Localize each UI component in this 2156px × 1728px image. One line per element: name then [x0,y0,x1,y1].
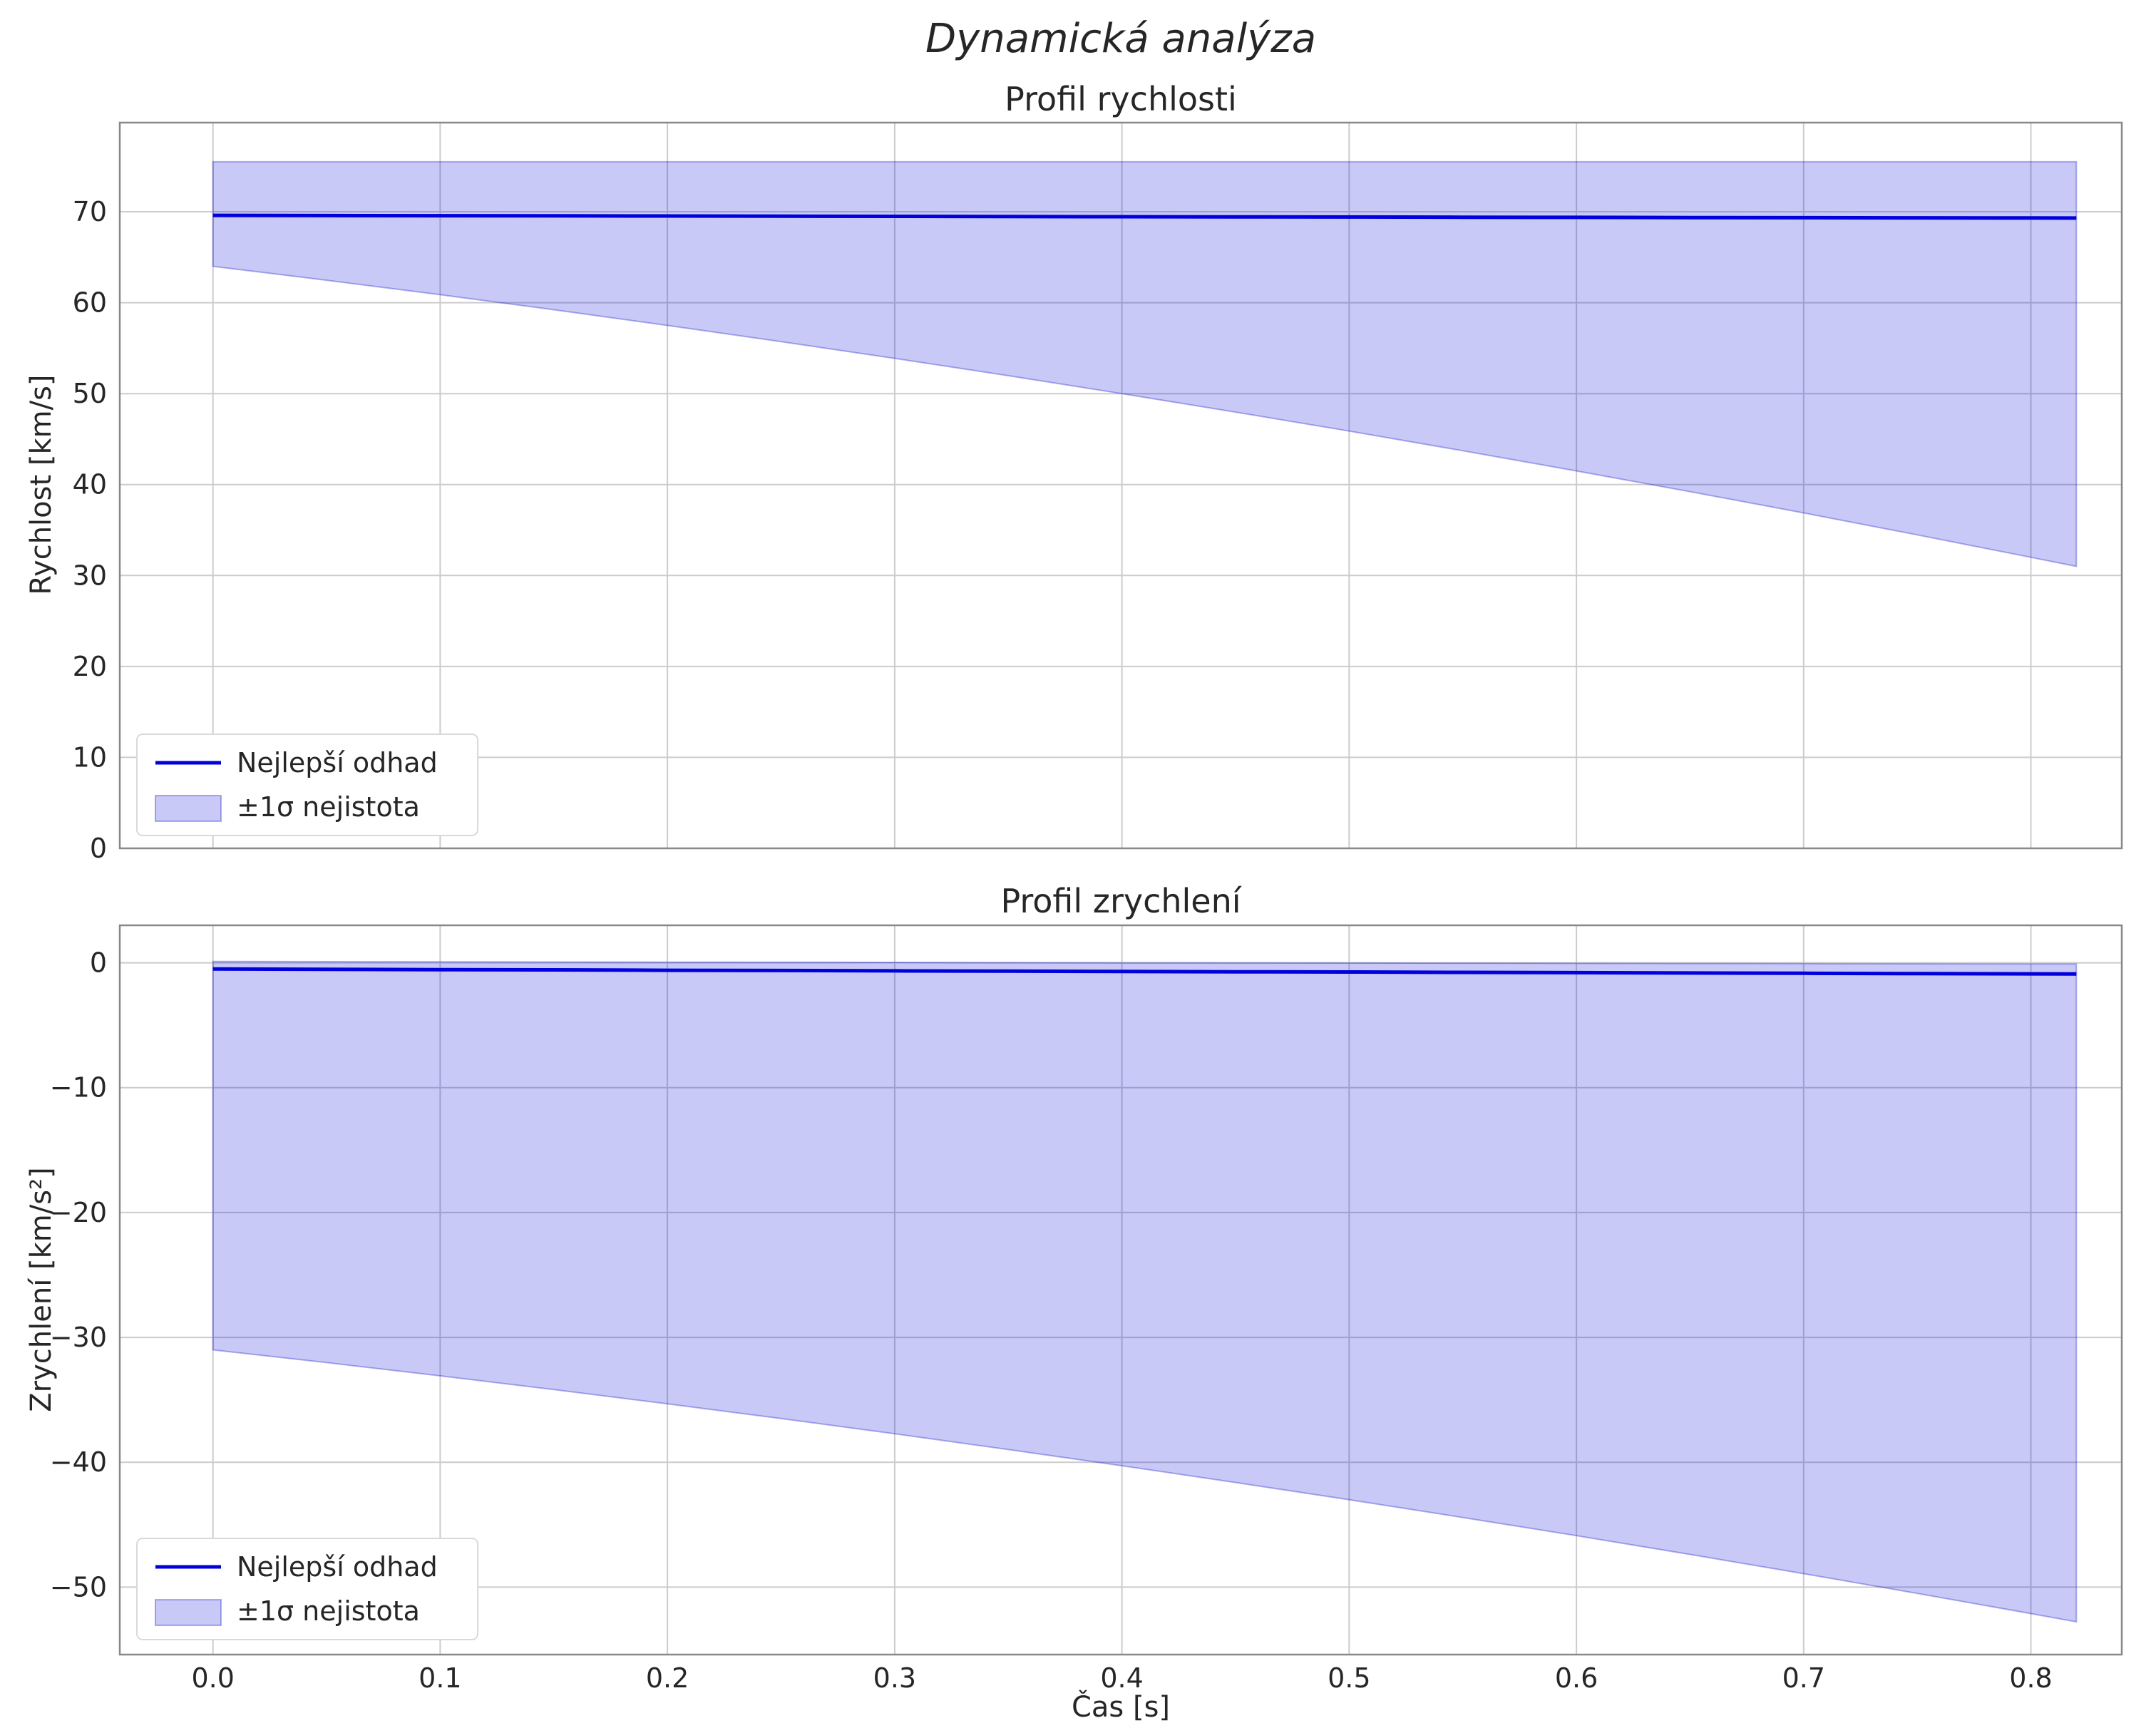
y-tick-label: 0 [90,833,107,864]
x-tick-label: 0.2 [646,1662,689,1694]
x-tick-label: 0.4 [1100,1662,1143,1694]
best-estimate-line [212,213,2077,220]
legend: Nejlepší odhad ±1σ nejistota [136,1538,478,1640]
subplot1-title: Profil rychlosti [1005,80,1237,118]
y-tick-label: 40 [73,469,107,500]
legend-label-uncertainty: ±1σ nejistota [237,791,420,823]
legend-label-uncertainty: ±1σ nejistota [237,1595,420,1627]
legend-label-best-estimate: Nejlepší odhad [237,1551,438,1583]
x-axis-label: Čas [s] [1071,1691,1171,1724]
legend-label-best-estimate: Nejlepší odhad [237,747,438,778]
y-tick-label: −30 [50,1322,107,1353]
x-tick-label: 0.0 [191,1662,234,1694]
y-tick-label: 70 [73,196,107,227]
y-tick-label: −20 [50,1197,107,1228]
figure-title: Dynamická analýza [925,16,1317,62]
x-tick-label: 0.3 [873,1662,916,1694]
x-tick-label: 0.7 [1782,1662,1825,1694]
x-tick-label: 0.6 [1555,1662,1598,1694]
subplot-2: 0 −10 −20 −30 −40 −50 0.0 0.1 0.2 0.3 0.4 0.5 0.6 0.7… [50,924,2123,1694]
y-tick-label: 60 [73,287,107,319]
uncertainty-band [212,160,2078,567]
axes-frame [118,121,2123,850]
y-tick-label: −40 [50,1446,107,1478]
legend: Nejlepší odhad ±1σ nejistota [136,734,478,836]
subplot-1: 0 10 20 30 40 50 60 70 Nejlepší odhad ±1σ nejisto… [73,121,2123,864]
y-tick-label: 30 [73,560,107,591]
x-tick-label: 0.8 [2009,1662,2052,1694]
legend-patch-sample-icon [155,795,222,822]
subplot2-title: Profil zrychlení [1000,882,1241,920]
y-tick-label: 0 [90,947,107,979]
y-tick-label: −50 [50,1571,107,1603]
x-tick-label: 0.1 [419,1662,461,1694]
y-tick-label: 10 [73,741,107,773]
legend-box [136,1538,478,1640]
y-tick-label: 50 [73,378,107,409]
x-tick-label: 0.5 [1328,1662,1370,1694]
uncertainty-band [212,960,2078,1623]
legend-box [136,734,478,836]
y-tick-label: 20 [73,651,107,682]
y-tick-label: −10 [50,1072,107,1104]
axes-frame [118,924,2123,1656]
legend-patch-sample-icon [155,1599,222,1626]
best-estimate-line [212,967,2077,976]
